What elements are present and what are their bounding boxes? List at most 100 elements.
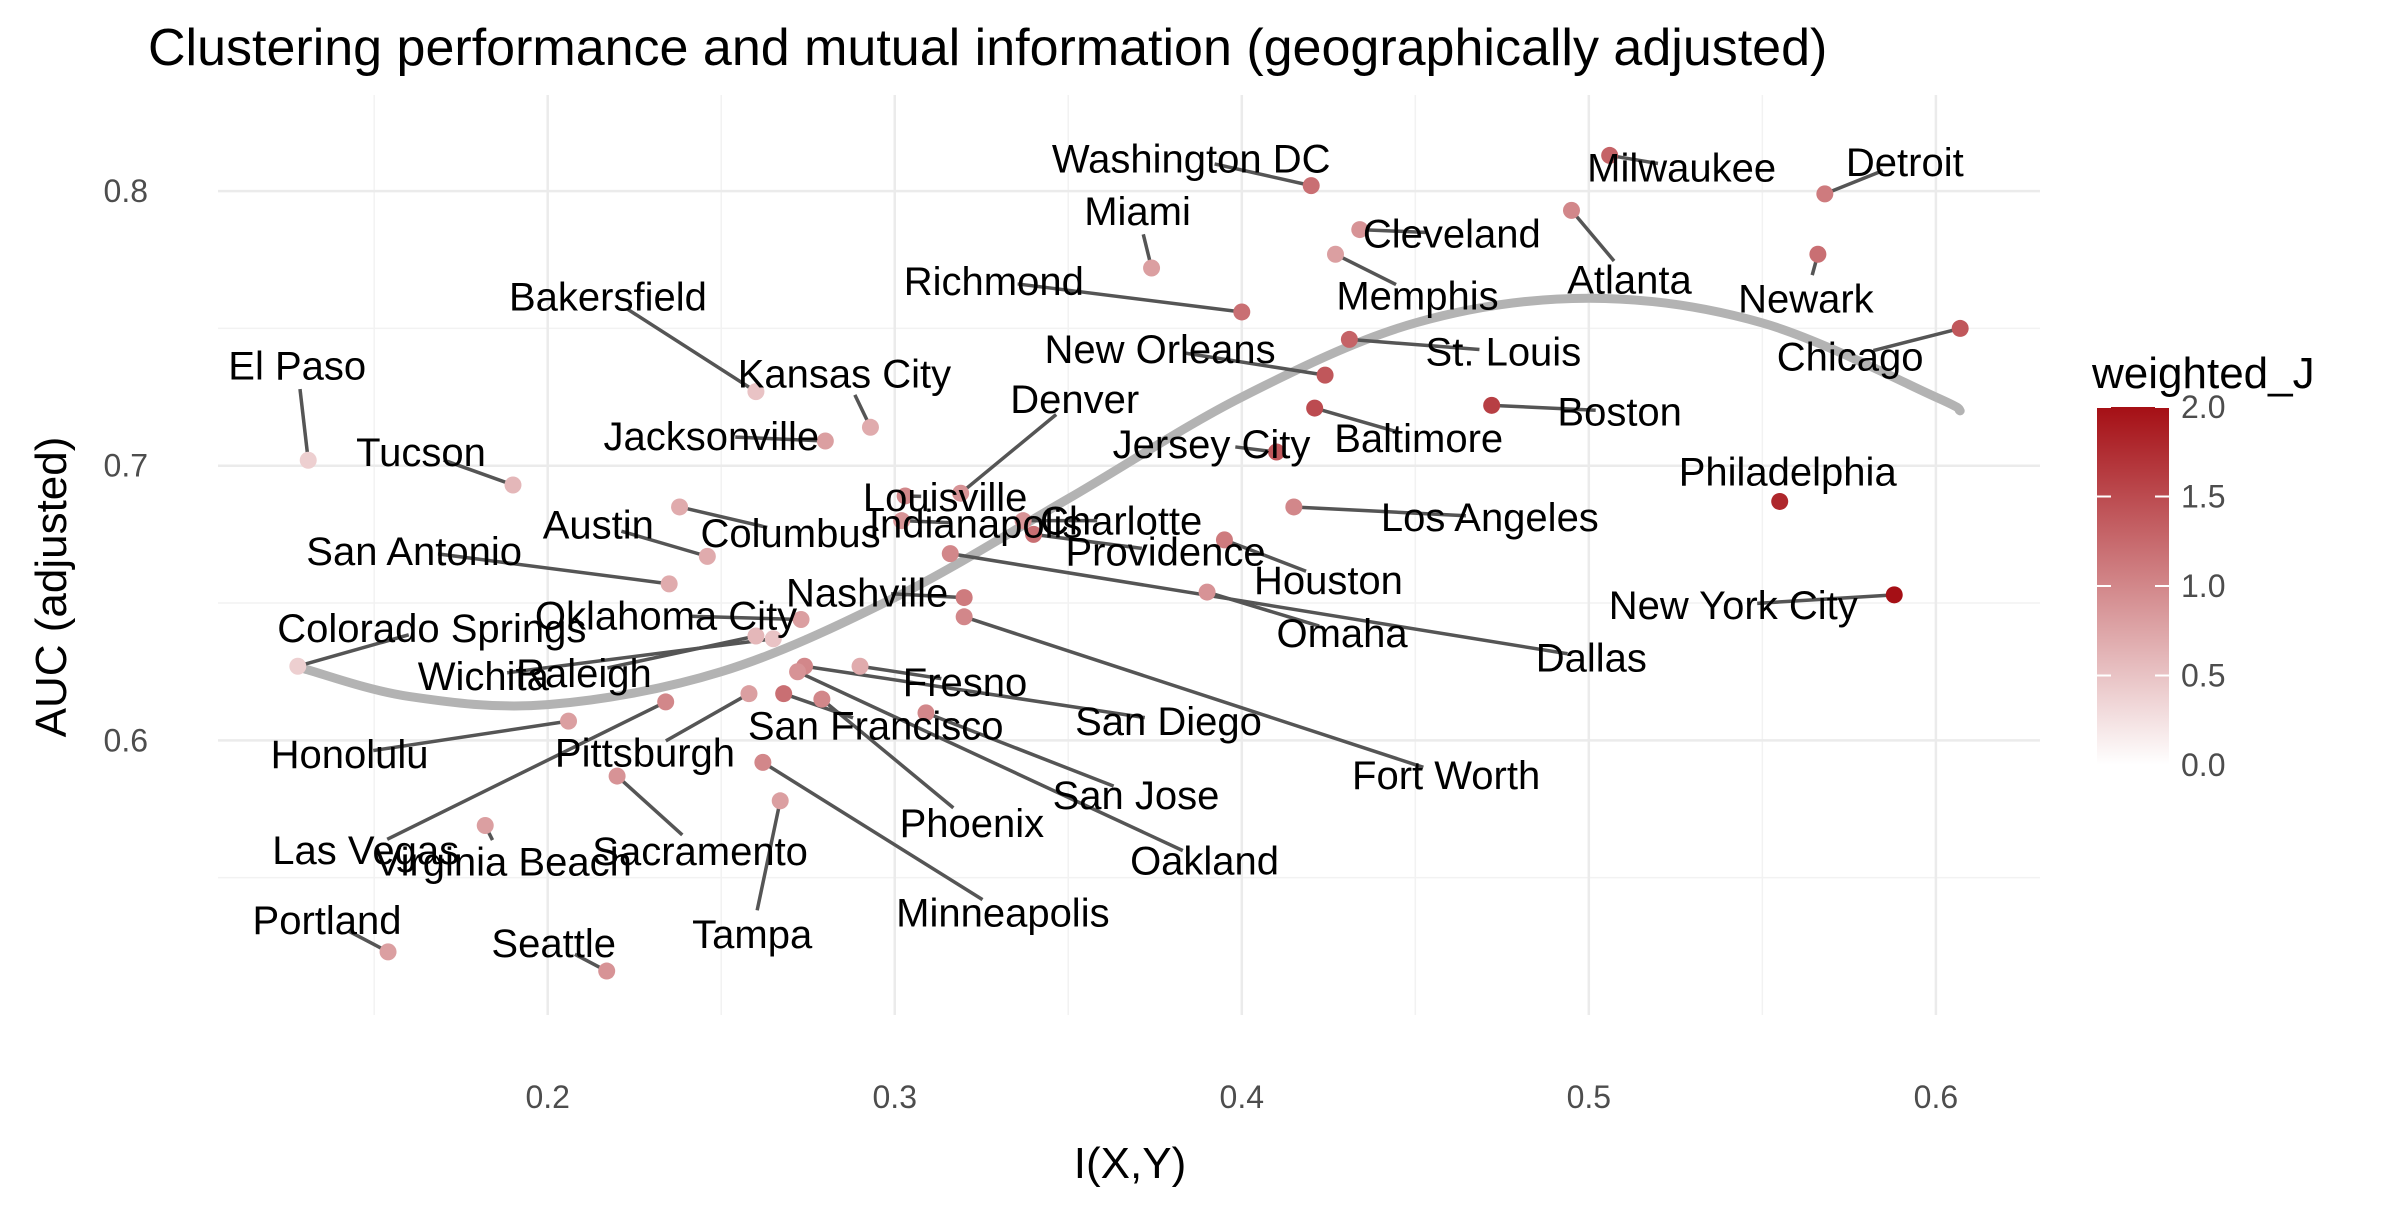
data-point — [380, 943, 397, 960]
data-point — [1341, 331, 1358, 348]
point-label: Fort Worth — [1352, 754, 1540, 798]
label-connector — [300, 389, 308, 460]
point-label: Columbus — [701, 512, 881, 556]
data-point — [661, 575, 678, 592]
data-point — [1233, 303, 1250, 320]
y-tick-label: 0.8 — [104, 173, 148, 209]
data-point — [740, 685, 757, 702]
point-label: Miami — [1084, 190, 1191, 234]
point-label: Nashville — [786, 572, 948, 616]
point-label: Washington DC — [1052, 138, 1331, 182]
data-point — [789, 663, 806, 680]
data-point — [1771, 493, 1788, 510]
point-label: Cleveland — [1363, 213, 1541, 257]
point-label: Minneapolis — [896, 891, 1109, 935]
data-point — [754, 754, 771, 771]
point-label: Fresno — [903, 661, 1028, 705]
x-tick-label: 0.2 — [525, 1079, 569, 1115]
label-connector — [617, 776, 682, 835]
point-label: St. Louis — [1426, 330, 1582, 374]
data-point — [504, 476, 521, 493]
data-point — [1483, 397, 1500, 414]
point-label: Tampa — [692, 913, 813, 957]
point-label: Jersey City — [1113, 423, 1311, 467]
point-label: Philadelphia — [1679, 450, 1898, 494]
point-label: Pittsburgh — [555, 732, 735, 776]
point-label: Newark — [1738, 277, 1875, 321]
point-label: Boston — [1557, 390, 1682, 434]
point-label: San Jose — [1053, 774, 1220, 818]
point-label: Los Angeles — [1381, 496, 1599, 540]
data-point — [775, 685, 792, 702]
data-point — [671, 498, 688, 515]
legend-tick-label: 1.5 — [2181, 479, 2225, 515]
data-point — [1952, 320, 1969, 337]
point-label: Houston — [1254, 559, 1403, 603]
data-point — [1327, 246, 1344, 263]
point-label: New York City — [1609, 584, 1858, 628]
point-label: Colorado Springs — [277, 607, 586, 651]
point-label: Portland — [253, 899, 402, 943]
point-label: Milwaukee — [1587, 146, 1776, 190]
data-point — [560, 713, 577, 730]
point-label: El Paso — [228, 344, 366, 388]
x-tick-label: 0.3 — [873, 1079, 917, 1115]
point-label: Oakland — [1130, 840, 1279, 884]
point-label: New Orleans — [1044, 328, 1275, 372]
point-label: Austin — [543, 503, 654, 547]
y-axis-title: AUC (adjusted) — [27, 437, 76, 738]
data-point — [1886, 586, 1903, 603]
point-label: San Antonio — [306, 530, 522, 574]
data-point — [1143, 260, 1160, 277]
data-point — [1317, 367, 1334, 384]
point-label: Dallas — [1536, 637, 1647, 681]
legend-tick-label: 2.0 — [2181, 389, 2225, 425]
point-label: Seattle — [491, 922, 616, 966]
data-point — [817, 433, 834, 450]
data-point — [1563, 202, 1580, 219]
point-label: Denver — [1010, 378, 1139, 422]
legend-tick-label: 1.0 — [2181, 568, 2225, 604]
point-label: Kansas City — [738, 352, 951, 396]
point-label: Phoenix — [900, 802, 1045, 846]
color-legend: 0.0 0.5 1.0 1.5 2.0 — [2097, 389, 2225, 783]
data-point — [1199, 584, 1216, 601]
point-label: Virginia Beach — [375, 841, 632, 885]
data-point — [1809, 246, 1826, 263]
chart-title: Clustering performance and mutual inform… — [148, 19, 1827, 77]
point-label: San Francisco — [748, 705, 1004, 749]
legend-tick-label: 0.5 — [2181, 658, 2225, 694]
point-label: Omaha — [1276, 612, 1408, 656]
point-label: Memphis — [1336, 274, 1498, 318]
data-point — [1816, 185, 1833, 202]
y-tick-label: 0.6 — [104, 722, 148, 758]
point-label: San Diego — [1075, 700, 1262, 744]
data-point — [657, 693, 674, 710]
label-connector — [1571, 210, 1614, 261]
point-label: Providence — [1065, 530, 1265, 574]
data-point — [289, 658, 306, 675]
point-label: Baltimore — [1334, 417, 1503, 461]
data-point — [772, 792, 789, 809]
data-point — [862, 419, 879, 436]
x-tick-label: 0.6 — [1914, 1079, 1958, 1115]
data-point — [1306, 400, 1323, 417]
data-point — [300, 452, 317, 469]
x-axis-title: I(X,Y) — [1074, 1139, 1186, 1188]
legend-tick-label: 0.0 — [2181, 747, 2225, 783]
point-label: Detroit — [1846, 141, 1964, 185]
data-point — [852, 658, 869, 675]
data-point — [956, 589, 973, 606]
x-tick-label: 0.4 — [1220, 1079, 1264, 1115]
point-label: Honolulu — [271, 733, 429, 777]
point-label: Raleigh — [516, 652, 652, 696]
point-label: Bakersfield — [509, 276, 707, 320]
point-label: Jacksonville — [604, 415, 820, 459]
data-point — [477, 817, 494, 834]
y-tick-label: 0.7 — [104, 448, 148, 484]
point-label: Richmond — [904, 260, 1084, 304]
data-point — [942, 545, 959, 562]
